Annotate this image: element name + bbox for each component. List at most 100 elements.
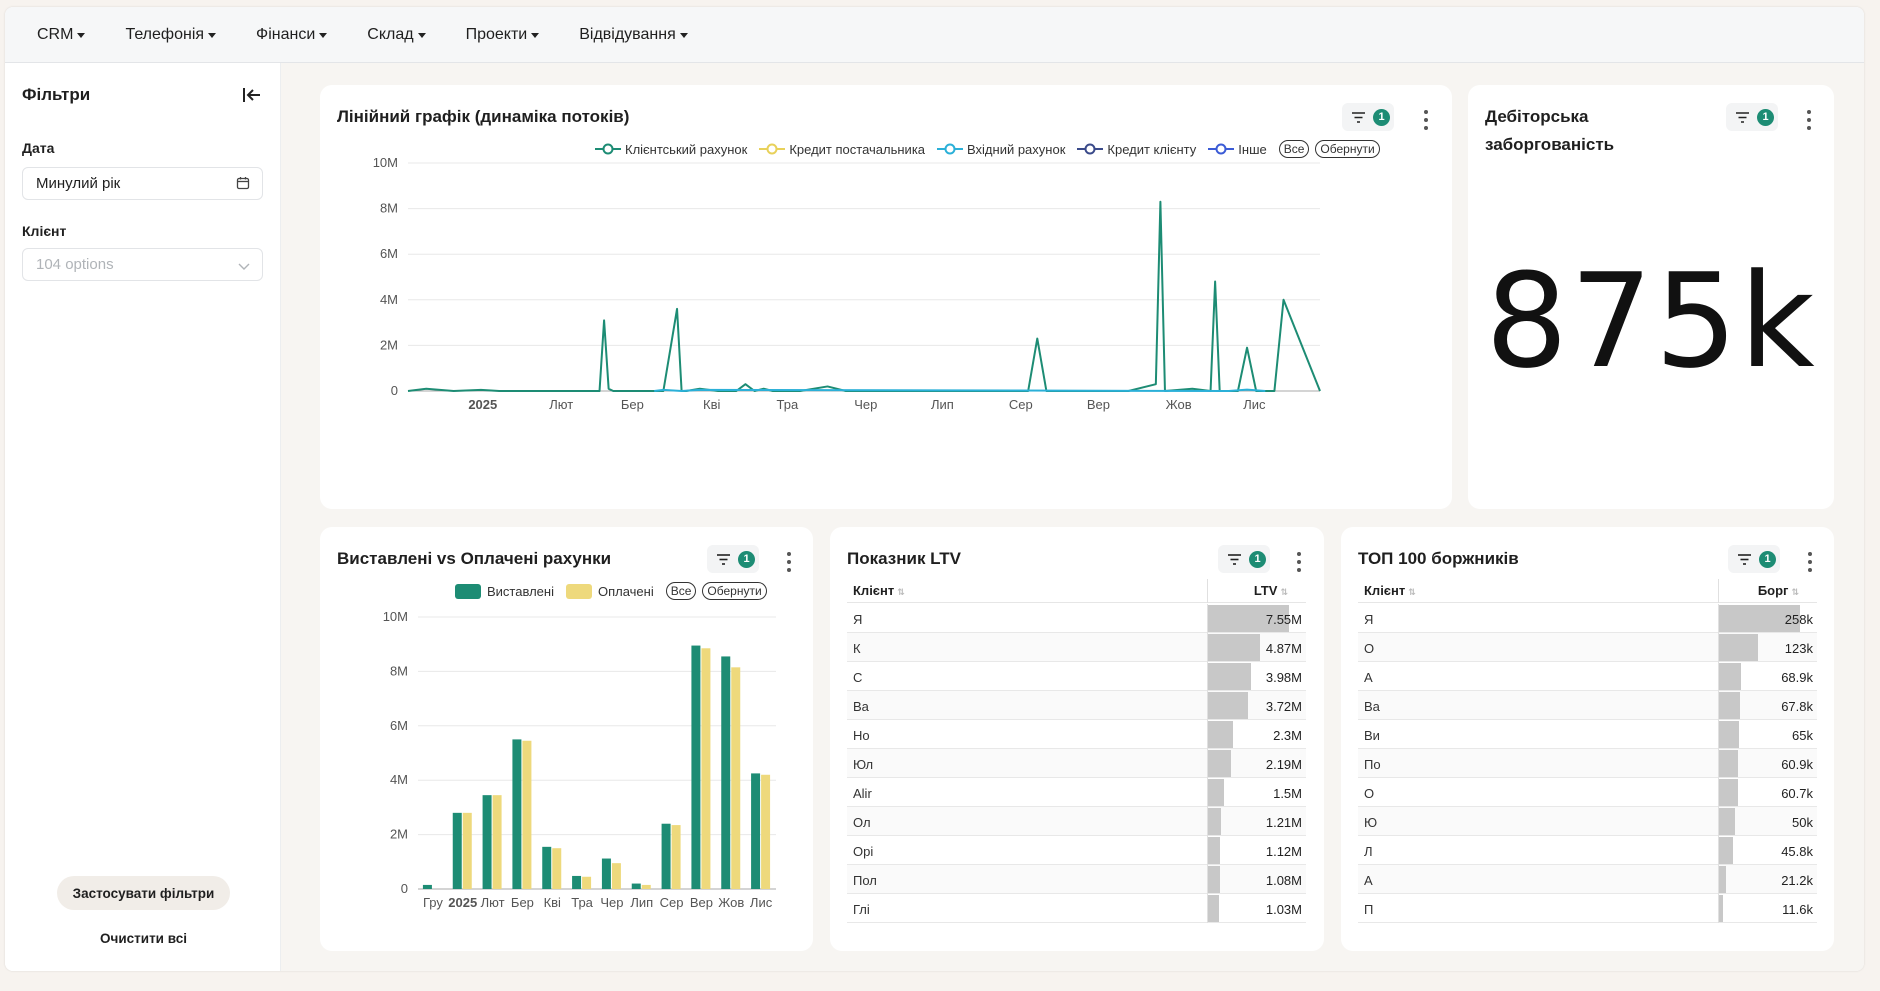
nav-telephony[interactable]: Телефонія xyxy=(125,26,217,44)
table-row[interactable]: С 3.98M xyxy=(847,662,1306,691)
top-debtors-filter-button[interactable]: 1 xyxy=(1728,545,1780,573)
table-row[interactable]: О 60.7k xyxy=(1358,778,1817,807)
value-bar xyxy=(1208,895,1220,922)
table-row[interactable]: Я 7.55M xyxy=(847,604,1306,633)
value-bar xyxy=(1208,663,1251,690)
column-header-client-label: Клієнт xyxy=(1364,583,1406,598)
client-name-cell: Пол xyxy=(853,873,877,888)
date-range-select[interactable]: Минулий рік xyxy=(22,167,263,200)
column-header-debt[interactable]: Борг ⇅ xyxy=(1758,583,1799,598)
line-chart-filter-button[interactable]: 1 xyxy=(1342,103,1394,131)
legend-item[interactable]: Кредит клієнту xyxy=(1077,142,1196,157)
filter-icon xyxy=(1736,111,1749,123)
table-row[interactable]: Орі 1.12M xyxy=(847,836,1306,865)
value-cell: 1.03M xyxy=(1265,902,1302,917)
table-row[interactable]: А 68.9k xyxy=(1358,662,1817,691)
legend-invert-button[interactable]: Обернути xyxy=(702,582,767,600)
bar-chart-plot: 0 2M 4M 6M 8M 10M Гру 2025 Лют Бер Кві Тра Чер Лип Сер… xyxy=(383,609,776,910)
client-name-cell: Но xyxy=(853,728,870,743)
bar-chart-filter-button[interactable]: 1 xyxy=(707,545,759,573)
table-row[interactable]: Ва 3.72M xyxy=(847,691,1306,720)
column-divider xyxy=(1207,749,1208,778)
value-bar xyxy=(1719,808,1735,835)
table-row[interactable]: Я 258k xyxy=(1358,604,1817,633)
nav-finance[interactable]: Фінанси xyxy=(256,26,328,44)
column-header-client[interactable]: Клієнт ⇅ xyxy=(1364,583,1416,598)
legend-item[interactable]: Інше xyxy=(1208,142,1267,157)
line-chart-menu-button[interactable] xyxy=(1423,110,1429,130)
table-row[interactable]: К 4.87M xyxy=(847,633,1306,662)
caret-down-icon xyxy=(417,32,426,38)
column-header-client[interactable]: Клієнт ⇅ xyxy=(853,583,905,598)
table-row[interactable]: По 60.9k xyxy=(1358,749,1817,778)
table-row[interactable]: Юл 2.19M xyxy=(847,749,1306,778)
nav-projects[interactable]: Проекти xyxy=(466,26,540,44)
client-name-cell: Я xyxy=(1364,612,1374,627)
bar xyxy=(582,876,592,889)
legend-item[interactable]: Кредит постачальника xyxy=(759,142,925,157)
value-bar xyxy=(1719,837,1734,864)
value-cell: 1.12M xyxy=(1265,844,1302,859)
top-debtors-menu-button[interactable] xyxy=(1807,552,1813,572)
legend-select-all-button[interactable]: Все xyxy=(1278,140,1310,158)
sort-icon: ⇅ xyxy=(1280,587,1288,597)
ltv-filter-button[interactable]: 1 xyxy=(1218,545,1270,573)
legend-item[interactable]: Оплачені xyxy=(565,583,654,599)
bar-chart-menu-button[interactable] xyxy=(786,552,792,572)
table-row[interactable]: А 21.2k xyxy=(1358,865,1817,894)
nav-attendance[interactable]: Відвідування xyxy=(579,26,688,44)
nav-crm-label: CRM xyxy=(37,25,74,43)
collapse-sidebar-button[interactable] xyxy=(241,85,263,105)
collapse-left-icon xyxy=(243,88,260,102)
value-cell: 7.55M xyxy=(1265,612,1302,627)
table-row[interactable]: Глі 1.03M xyxy=(847,894,1306,923)
legend-item[interactable]: Вхідний рахунок xyxy=(937,142,1065,157)
table-row[interactable]: Alir 1.5M xyxy=(847,778,1306,807)
column-divider xyxy=(1718,807,1719,836)
table-row[interactable]: Ю 50k xyxy=(1358,807,1817,836)
client-name-cell: О xyxy=(1364,786,1375,801)
table-row[interactable]: Ви 65k xyxy=(1358,720,1817,749)
caret-down-icon xyxy=(208,32,217,38)
table-row[interactable]: Но 2.3M xyxy=(847,720,1306,749)
filter-sidebar: Фільтри Дата Минулий рік Клієнт 104 opti… xyxy=(5,63,281,971)
chevron-down-icon xyxy=(238,259,250,276)
value-bar xyxy=(1208,634,1261,661)
column-divider xyxy=(1207,778,1208,807)
table-row[interactable]: О 123k xyxy=(1358,633,1817,662)
clear-all-button[interactable]: Очистити всі xyxy=(100,930,187,946)
nav-crm[interactable]: CRM xyxy=(37,25,86,44)
client-select[interactable]: 104 options xyxy=(22,248,263,281)
apply-filters-button[interactable]: Застосувати фільтри xyxy=(57,876,230,910)
x-tick-label: Жов xyxy=(1166,397,1192,412)
client-select-placeholder: 104 options xyxy=(36,256,114,273)
y-tick-label: 8M xyxy=(390,663,408,678)
table-header: Клієнт ⇅ Борг ⇅ xyxy=(1358,579,1817,603)
legend-select-all-button[interactable]: Все xyxy=(665,582,697,600)
legend-invert-button[interactable]: Обернути xyxy=(1315,140,1380,158)
bar xyxy=(721,656,731,889)
client-name-cell: По xyxy=(1364,757,1381,772)
client-name-cell: А xyxy=(1364,873,1373,888)
ltv-table: Клієнт ⇅ LTV ⇅ Я 7.55M К 4.87M С 3.98M Ва 3.72M Но… xyxy=(847,579,1306,924)
legend-item[interactable]: Виставлені xyxy=(455,583,554,599)
bar xyxy=(482,795,492,889)
ltv-menu-button[interactable] xyxy=(1296,552,1302,572)
filter-icon xyxy=(717,553,730,565)
table-row[interactable]: Л 45.8k xyxy=(1358,836,1817,865)
x-tick-label: Лис xyxy=(1243,397,1266,412)
legend-item[interactable]: Клієнтський рахунок xyxy=(595,142,747,157)
filter-count-badge: 1 xyxy=(1757,108,1774,126)
table-row[interactable]: Пол 1.08M xyxy=(847,865,1306,894)
column-header-ltv[interactable]: LTV ⇅ xyxy=(1254,583,1288,598)
value-bar xyxy=(1208,866,1220,893)
nav-warehouse[interactable]: Склад xyxy=(367,26,426,44)
table-row[interactable]: П 11.6k xyxy=(1358,894,1817,923)
bar xyxy=(761,774,771,889)
table-row[interactable]: Ва 67.8k xyxy=(1358,691,1817,720)
receivables-menu-button[interactable] xyxy=(1806,110,1812,130)
receivables-filter-button[interactable]: 1 xyxy=(1726,103,1778,131)
client-name-cell: Орі xyxy=(853,844,874,859)
table-row[interactable]: Ол 1.21M xyxy=(847,807,1306,836)
nav-projects-label: Проекти xyxy=(465,25,528,43)
